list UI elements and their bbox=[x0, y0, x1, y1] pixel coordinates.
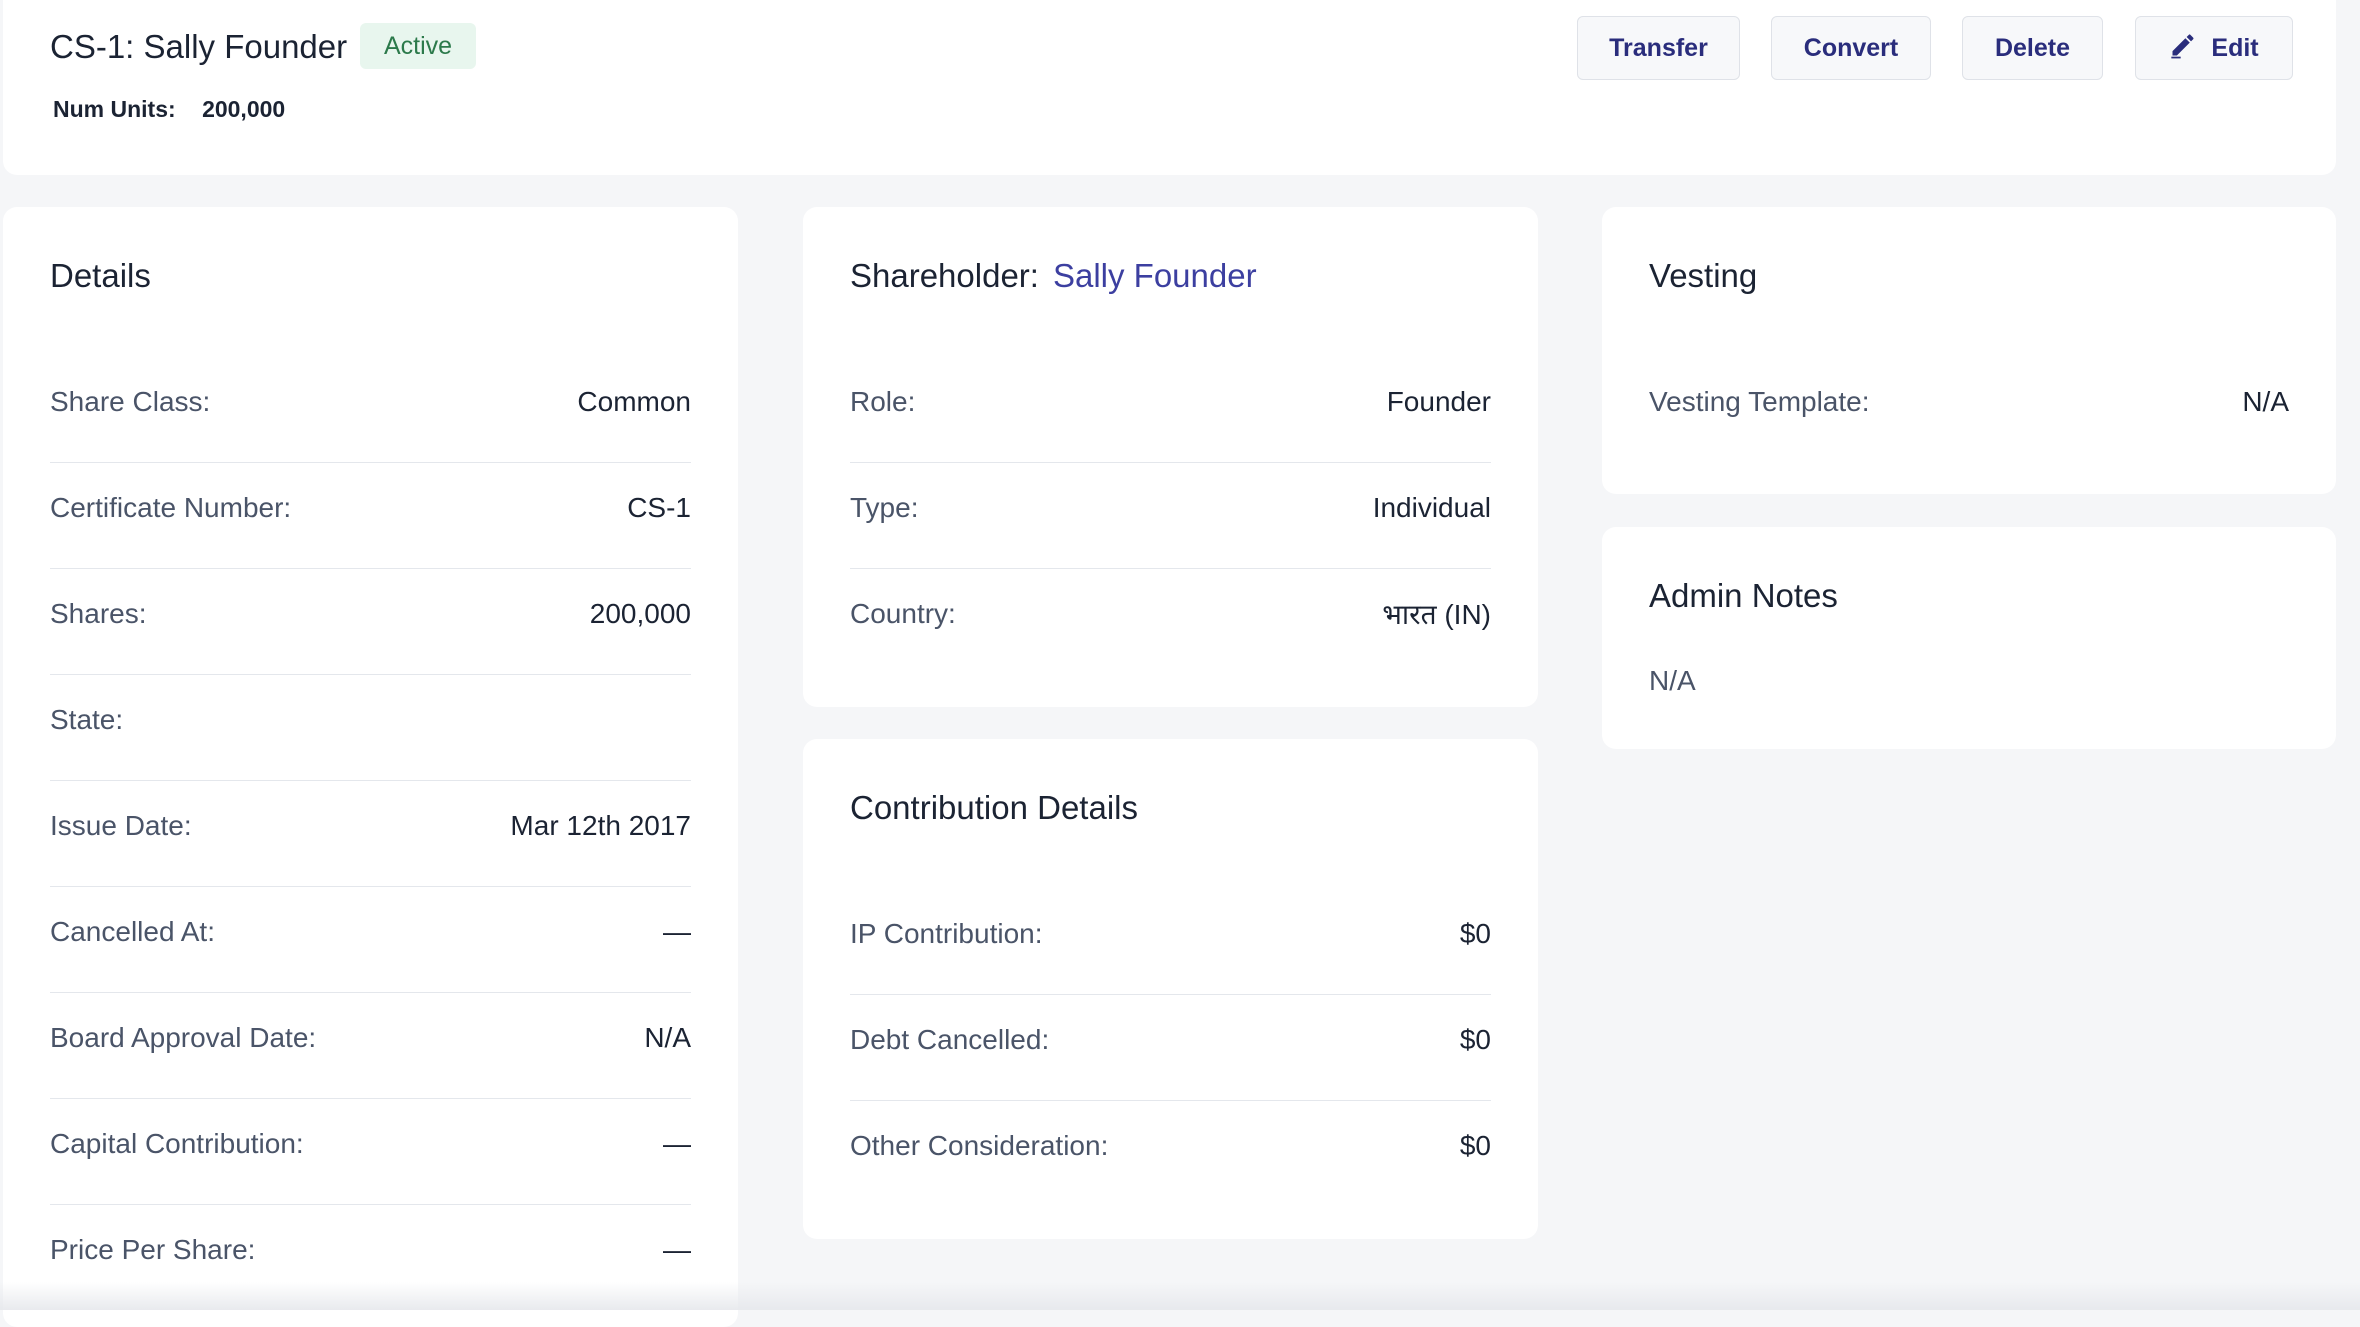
pencil-icon bbox=[2169, 31, 2197, 66]
detail-label: Price Per Share: bbox=[50, 1234, 255, 1266]
num-units-label: Num Units: bbox=[53, 96, 176, 122]
detail-value: 200,000 bbox=[590, 598, 691, 630]
admin-notes-text: N/A bbox=[1649, 665, 1696, 697]
admin-notes-card: Admin Notes N/A bbox=[1602, 527, 2336, 749]
detail-value: Common bbox=[577, 386, 691, 418]
transfer-button[interactable]: Transfer bbox=[1577, 16, 1740, 80]
contribution-label: Other Consideration: bbox=[850, 1130, 1108, 1162]
shareholder-label: Type: bbox=[850, 492, 918, 524]
detail-label: State: bbox=[50, 704, 123, 736]
edit-button-label: Edit bbox=[2211, 34, 2258, 63]
detail-label: Share Class: bbox=[50, 386, 210, 418]
detail-value: Mar 12th 2017 bbox=[510, 810, 691, 842]
transfer-button-label: Transfer bbox=[1609, 34, 1708, 63]
shareholder-row-type: Type: Individual bbox=[850, 463, 1491, 569]
contribution-row-other: Other Consideration: $0 bbox=[850, 1101, 1491, 1207]
detail-row-certificate-number: Certificate Number: CS-1 bbox=[50, 463, 691, 569]
shareholder-name-link[interactable]: Sally Founder bbox=[1053, 257, 1257, 294]
contribution-row-debt: Debt Cancelled: $0 bbox=[850, 995, 1491, 1101]
detail-label: Issue Date: bbox=[50, 810, 192, 842]
detail-label: Capital Contribution: bbox=[50, 1128, 304, 1160]
shareholder-label: Role: bbox=[850, 386, 915, 418]
delete-button-label: Delete bbox=[1995, 34, 2070, 63]
detail-label: Board Approval Date: bbox=[50, 1022, 316, 1054]
shareholder-title-label: Shareholder: bbox=[850, 257, 1039, 294]
num-units-value: 200,000 bbox=[202, 96, 285, 122]
shareholder-value: Individual bbox=[1373, 492, 1491, 524]
detail-row-shares: Shares: 200,000 bbox=[50, 569, 691, 675]
contribution-value: $0 bbox=[1460, 1130, 1491, 1162]
detail-row-capital-contribution: Capital Contribution: — bbox=[50, 1099, 691, 1205]
detail-value: — bbox=[663, 916, 691, 948]
contribution-row-ip: IP Contribution: $0 bbox=[850, 889, 1491, 995]
convert-button-label: Convert bbox=[1804, 34, 1898, 63]
contribution-label: IP Contribution: bbox=[850, 918, 1043, 950]
contribution-card: Contribution Details IP Contribution: $0… bbox=[803, 739, 1538, 1239]
detail-value: — bbox=[663, 1128, 691, 1160]
shareholder-value: Founder bbox=[1387, 386, 1491, 418]
convert-button[interactable]: Convert bbox=[1771, 16, 1931, 80]
details-rows: Share Class: Common Certificate Number: … bbox=[50, 357, 691, 1311]
contribution-value: $0 bbox=[1460, 1024, 1491, 1056]
detail-value: CS-1 bbox=[627, 492, 691, 524]
vesting-rows: Vesting Template: N/A bbox=[1649, 357, 2289, 463]
shareholder-title: Shareholder: Sally Founder bbox=[850, 257, 1257, 295]
vesting-label: Vesting Template: bbox=[1649, 386, 1870, 418]
detail-value: N/A bbox=[644, 1022, 691, 1054]
bottom-scroll-shadow bbox=[0, 1282, 2360, 1310]
details-card: Details Share Class: Common Certificate … bbox=[3, 207, 738, 1327]
detail-label: Cancelled At: bbox=[50, 916, 215, 948]
shareholder-label: Country: bbox=[850, 598, 956, 630]
vesting-row-template: Vesting Template: N/A bbox=[1649, 357, 2289, 463]
detail-label: Shares: bbox=[50, 598, 147, 630]
vesting-value: N/A bbox=[2242, 386, 2289, 418]
detail-row-state: State: bbox=[50, 675, 691, 781]
edit-button[interactable]: Edit bbox=[2135, 16, 2293, 80]
contribution-rows: IP Contribution: $0 Debt Cancelled: $0 O… bbox=[850, 889, 1491, 1207]
vesting-title: Vesting bbox=[1649, 257, 1757, 295]
shareholder-row-role: Role: Founder bbox=[850, 357, 1491, 463]
detail-row-cancelled-at: Cancelled At: — bbox=[50, 887, 691, 993]
contribution-title: Contribution Details bbox=[850, 789, 1138, 827]
detail-row-board-approval-date: Board Approval Date: N/A bbox=[50, 993, 691, 1099]
detail-row-issue-date: Issue Date: Mar 12th 2017 bbox=[50, 781, 691, 887]
details-title: Details bbox=[50, 257, 151, 295]
vesting-card: Vesting Vesting Template: N/A bbox=[1602, 207, 2336, 494]
page-title: CS-1: Sally Founder bbox=[50, 28, 347, 66]
num-units: Num Units: 200,000 bbox=[53, 96, 285, 123]
shareholder-rows: Role: Founder Type: Individual Country: … bbox=[850, 357, 1491, 675]
detail-value: — bbox=[663, 1234, 691, 1266]
contribution-label: Debt Cancelled: bbox=[850, 1024, 1049, 1056]
delete-button[interactable]: Delete bbox=[1962, 16, 2103, 80]
admin-notes-title: Admin Notes bbox=[1649, 577, 1838, 615]
shareholder-card: Shareholder: Sally Founder Role: Founder … bbox=[803, 207, 1538, 707]
shareholder-row-country: Country: भारत (IN) bbox=[850, 569, 1491, 675]
detail-label: Certificate Number: bbox=[50, 492, 291, 524]
contribution-value: $0 bbox=[1460, 918, 1491, 950]
header-card: CS-1: Sally Founder Active Num Units: 20… bbox=[3, 0, 2336, 175]
shareholder-value: भारत (IN) bbox=[1382, 595, 1491, 633]
detail-row-share-class: Share Class: Common bbox=[50, 357, 691, 463]
status-badge: Active bbox=[360, 23, 476, 69]
